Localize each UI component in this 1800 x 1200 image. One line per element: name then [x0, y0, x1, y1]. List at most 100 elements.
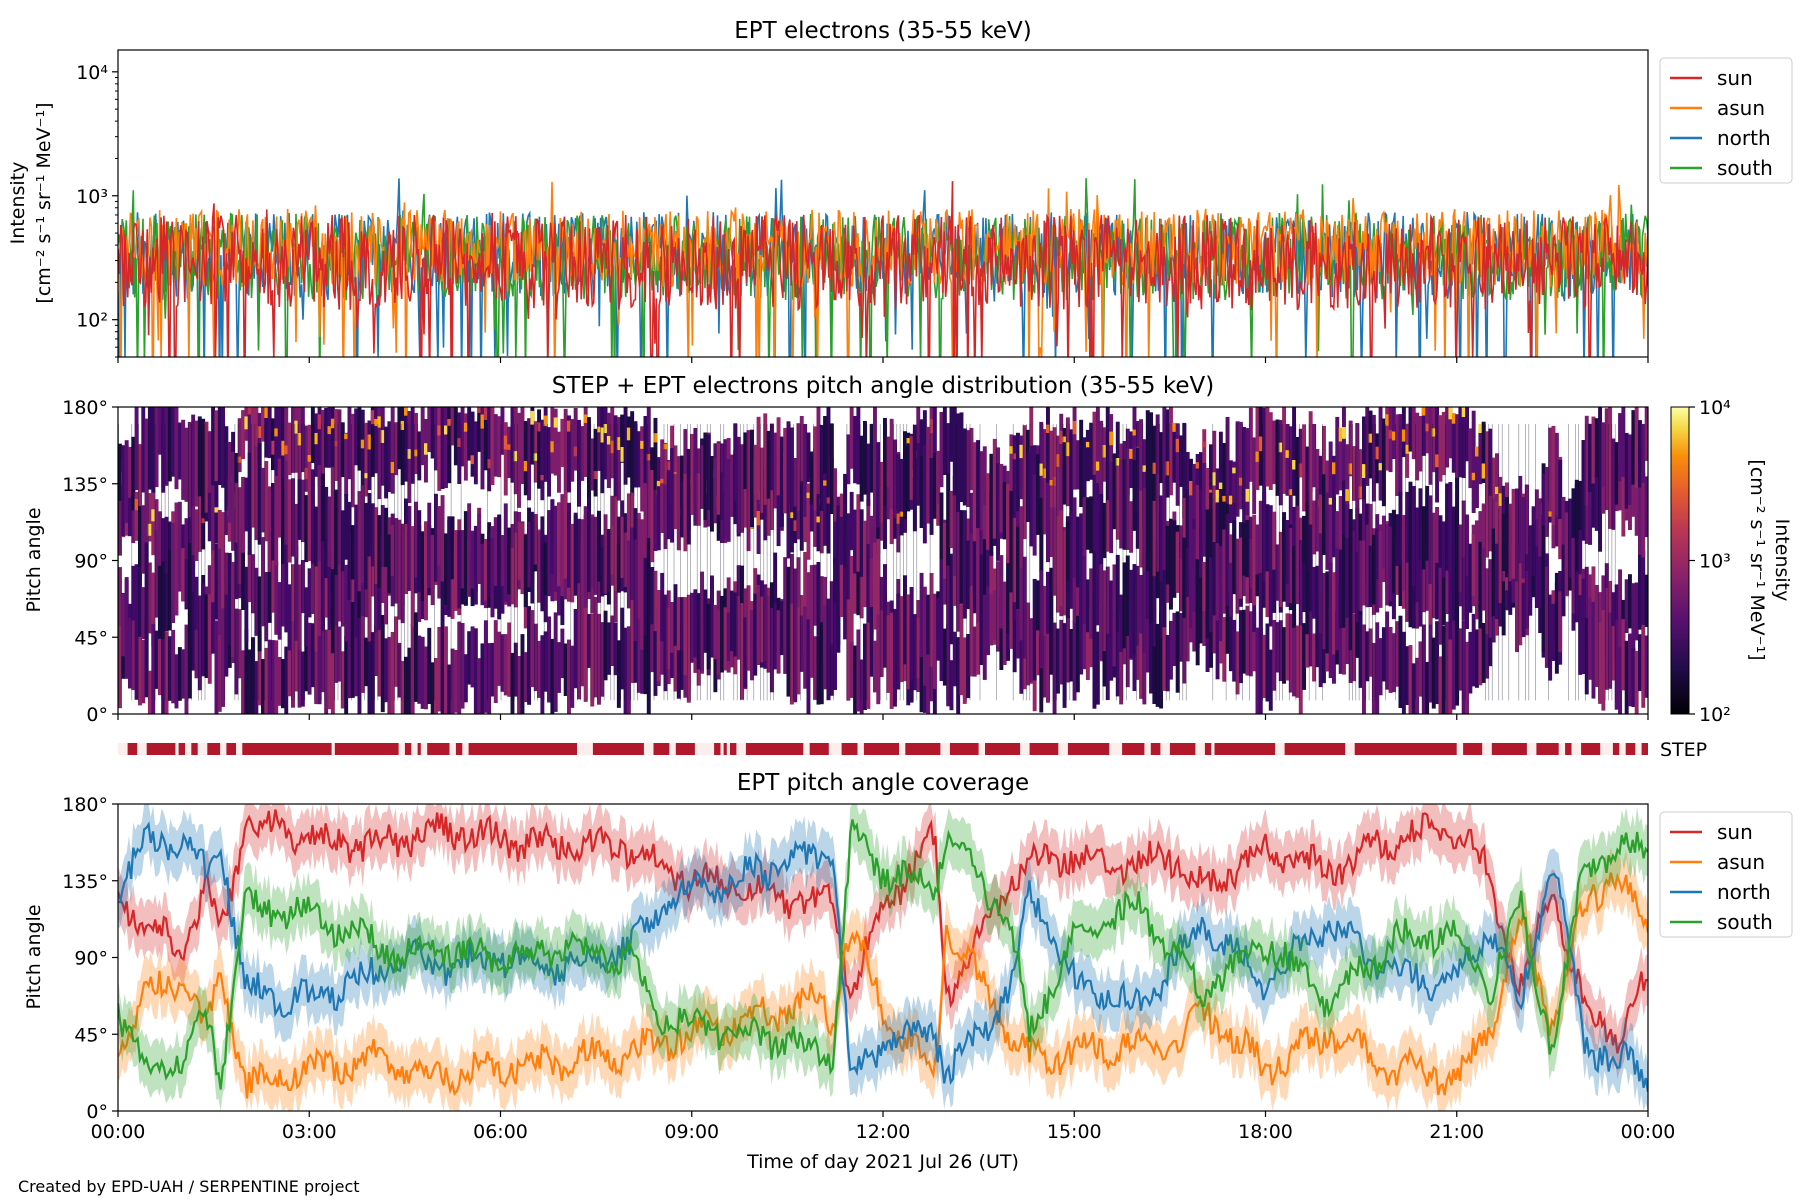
heatmap-cell — [237, 418, 242, 473]
heatmap-cell — [241, 476, 246, 553]
heatmap-cell — [926, 472, 931, 524]
heatmap-cell — [181, 419, 186, 500]
heatmap-cell — [1302, 424, 1307, 512]
heatmap-cell — [886, 470, 891, 520]
step-segment-37 — [1536, 743, 1559, 755]
heatmap-cell — [996, 463, 1001, 561]
heatmap-cell — [231, 451, 236, 551]
heatmap-cell — [390, 632, 395, 714]
heatmap-cell — [889, 418, 894, 509]
heatmap-cell — [1624, 579, 1629, 633]
heatmap-cell-high — [1498, 493, 1503, 509]
heatmap-cell-high — [390, 462, 395, 473]
heatmap-cell — [676, 467, 681, 551]
heatmap-cell-high — [414, 449, 418, 457]
heatmap-cell — [750, 610, 754, 681]
heatmap-cell — [251, 457, 255, 528]
heatmap-cell — [450, 548, 455, 619]
heatmap-cell — [138, 636, 142, 706]
heatmap-cell — [1075, 440, 1080, 490]
heatmap-cell-high — [1012, 453, 1017, 460]
heatmap-cell — [364, 502, 369, 590]
heatmap-cell — [1561, 544, 1566, 617]
panel2-yticks: 0°45°90°135°180° — [62, 397, 118, 726]
heatmap-cell — [167, 549, 172, 631]
heatmap-cell — [590, 438, 595, 491]
heatmap-cell — [746, 585, 751, 653]
heatmap-cell — [217, 509, 222, 580]
heatmap-cell-high — [593, 471, 598, 479]
heatmap-cell — [1248, 407, 1253, 482]
heatmap-cell — [613, 496, 618, 591]
heatmap-cell — [131, 436, 136, 511]
heatmap-cell — [1109, 414, 1114, 507]
heatmap-cell — [866, 622, 871, 709]
heatmap-cell-high — [463, 422, 468, 432]
heatmap-cell-high — [573, 446, 578, 457]
heatmap-cell — [320, 473, 325, 542]
heatmap-cell — [224, 426, 229, 511]
heatmap-cell — [1202, 577, 1207, 646]
heatmap-cell — [314, 563, 319, 652]
heatmap-cell — [1272, 620, 1277, 691]
heatmap-cell — [234, 453, 239, 504]
step-segment-35 — [1463, 743, 1483, 755]
heatmap-cell — [939, 559, 944, 639]
heatmap-cell-high — [1059, 430, 1064, 444]
band-north — [118, 804, 1648, 1111]
heatmap-cell — [942, 407, 947, 475]
heatmap-cell — [470, 626, 475, 688]
heatmap-cell — [1175, 531, 1180, 593]
heatmap-cell — [211, 465, 216, 555]
heatmap-cell — [174, 407, 179, 490]
heatmap-cell-high — [400, 420, 405, 430]
heatmap-cell — [1275, 419, 1280, 496]
heatmap-cell — [1212, 542, 1217, 616]
heatmap-cell — [1262, 491, 1267, 583]
heatmap-cell — [1448, 407, 1453, 459]
heatmap-cell — [1265, 407, 1270, 487]
heatmap-cell — [560, 494, 565, 597]
heatmap-cell — [1588, 423, 1593, 492]
heatmap-cell-high — [1132, 429, 1137, 436]
heatmap-cell — [1288, 613, 1293, 693]
heatmap-cell — [384, 507, 389, 567]
heatmap-cell — [304, 587, 309, 647]
heatmap-cell — [570, 523, 575, 581]
heatmap-cell — [690, 433, 695, 515]
step-segment-32 — [1214, 743, 1276, 755]
heatmap-cell — [1129, 501, 1134, 553]
heatmap-cell-high — [457, 438, 462, 447]
heatmap-cell — [1155, 623, 1160, 707]
heatmap-cell — [663, 442, 668, 502]
heatmap-cell — [430, 662, 435, 714]
panel4-ytick-label-2: 90° — [74, 948, 108, 970]
heatmap-cell — [626, 416, 631, 478]
heatmap-cell — [982, 446, 987, 505]
heatmap-cell — [809, 611, 814, 678]
heatmap-cell — [1212, 430, 1217, 508]
heatmap-cell-high — [1009, 446, 1014, 454]
heatmap-cell-high — [1102, 445, 1107, 458]
heatmap-cell — [1325, 460, 1330, 519]
heatmap-cell — [740, 444, 744, 533]
heatmap-cell — [171, 407, 176, 477]
heatmap-cell — [161, 518, 166, 570]
heatmap-cell — [517, 412, 522, 508]
heatmap-cell — [829, 581, 834, 648]
heatmap-cell — [590, 613, 595, 707]
heatmap-cell — [1475, 520, 1479, 620]
heatmap-cell — [397, 407, 402, 470]
heatmap-cell — [720, 472, 724, 521]
heatmap-cell — [410, 526, 415, 628]
heatmap-cell — [387, 534, 392, 594]
heatmap-cell — [1139, 618, 1144, 699]
heatmap-cell — [1132, 407, 1137, 502]
heatmap-cell — [177, 529, 182, 592]
heatmap-cell — [520, 634, 525, 714]
heatmap-cell — [1292, 613, 1297, 697]
heatmap-cell — [310, 552, 315, 614]
heatmap-cell — [1342, 534, 1346, 628]
heatmap-cell — [972, 626, 977, 677]
panel4-legend-frame — [1659, 811, 1793, 938]
